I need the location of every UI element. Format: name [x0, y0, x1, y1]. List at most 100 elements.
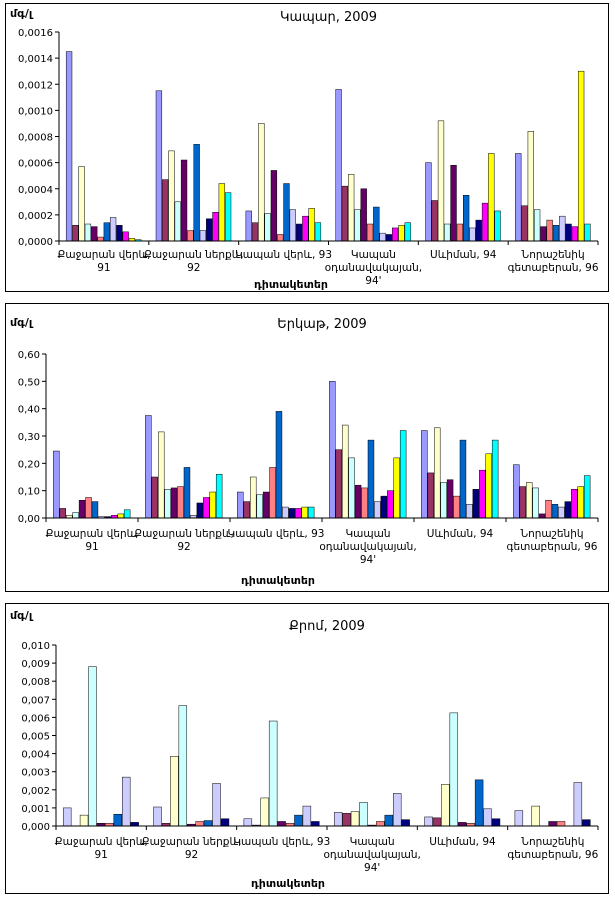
x-category-label: Կապան վերև, 93: [233, 836, 330, 848]
y-axis-label: մգ/լ: [10, 609, 34, 622]
bar: [168, 150, 175, 242]
bar: [84, 223, 92, 242]
bar: [546, 219, 553, 242]
bar: [427, 472, 434, 519]
bar: [295, 508, 302, 519]
bar: [366, 223, 374, 242]
bar: [515, 153, 522, 242]
bar: [53, 450, 60, 519]
bar: [481, 202, 489, 242]
y-tick-label: 0,20: [18, 459, 40, 470]
bar: [354, 209, 361, 242]
bar: [376, 821, 385, 827]
bar: [532, 487, 539, 519]
bar: [178, 705, 188, 827]
y-axis-label: մգ/լ: [10, 7, 34, 20]
x-category-label: Քաջարան ներքև,: [134, 528, 234, 540]
bar: [123, 509, 131, 519]
bar: [571, 489, 578, 519]
bar: [559, 215, 566, 242]
y-tick-label: 0,30: [18, 432, 40, 443]
bar: [359, 802, 368, 827]
y-tick-label: 0,010: [21, 641, 50, 652]
bar: [302, 805, 312, 827]
y-tick-label: 0,10: [18, 487, 40, 498]
bar: [180, 159, 188, 242]
bar: [449, 712, 459, 827]
bar: [342, 813, 351, 827]
bar: [360, 188, 367, 242]
bar: [440, 482, 447, 519]
bar: [206, 218, 213, 242]
bar: [348, 174, 355, 242]
bar: [224, 192, 232, 242]
bar: [97, 236, 104, 242]
y-tick-label: 0,0014: [18, 54, 53, 65]
bar: [78, 166, 85, 242]
x-category-label: 92: [177, 541, 190, 553]
bar: [527, 131, 534, 242]
bar: [531, 805, 540, 827]
bar: [91, 226, 98, 242]
x-category-label: Սևիման, 94: [429, 836, 496, 848]
bar: [237, 491, 244, 519]
bar: [155, 90, 163, 242]
y-tick-label: 0,009: [21, 659, 50, 670]
bar: [72, 512, 79, 519]
bar: [453, 495, 460, 519]
bar: [361, 487, 368, 519]
bar: [392, 793, 402, 827]
bar: [187, 230, 194, 242]
bar: [282, 506, 289, 519]
x-category-label: 94': [360, 554, 376, 566]
y-tick-label: 0,00: [18, 514, 40, 525]
bar: [456, 223, 463, 242]
bar: [564, 501, 572, 519]
y-tick-label: 0,008: [21, 677, 50, 688]
bar: [446, 479, 454, 519]
bar: [545, 499, 552, 519]
x-category-label: Կապան: [351, 249, 396, 261]
chart-title: Քրոմ, 2009: [289, 619, 365, 634]
bar: [494, 210, 501, 242]
bar: [122, 231, 129, 242]
y-tick-label: 0,60: [18, 350, 40, 361]
chart-panel-lead: Կապար, 2009 մգ/լ դիտակետեր 0,0000 0,0002 0,00…: [5, 3, 609, 292]
bar: [78, 499, 86, 519]
x-category-label: գետաբերան, 96: [508, 262, 599, 274]
bar: [540, 226, 547, 242]
bar: [153, 806, 162, 827]
y-tick-label: 0,0012: [18, 80, 53, 91]
bar: [474, 779, 484, 827]
bar: [288, 508, 296, 519]
bar: [177, 486, 184, 519]
x-category-label: Կապան վերև, 93: [235, 249, 332, 261]
bar: [472, 489, 480, 519]
bar: [220, 818, 230, 827]
bar: [308, 208, 315, 242]
y-tick-label: 0,0006: [18, 159, 53, 170]
bar: [333, 812, 343, 827]
bar: [450, 164, 457, 242]
x-axis-label: դիտակետեր: [241, 574, 315, 587]
y-tick-label: 0,007: [21, 695, 50, 706]
bar: [466, 504, 473, 519]
bar: [385, 234, 393, 242]
bar: [444, 223, 451, 242]
bar: [59, 508, 66, 519]
bar: [437, 120, 445, 242]
bar: [584, 223, 591, 242]
x-category-label: Քաջարան վերև,: [46, 528, 139, 540]
bar: [289, 209, 296, 242]
x-category-label: Կապան վերև, 93: [228, 528, 325, 540]
bar: [103, 222, 110, 242]
y-tick-label: 0,003: [21, 768, 50, 779]
bar: [404, 222, 411, 242]
bar: [341, 424, 349, 519]
y-tick-label: 0,004: [21, 750, 50, 761]
x-category-label: գետաբերան, 96: [507, 541, 598, 553]
bar: [295, 223, 303, 242]
y-tick-label: 0,0002: [18, 211, 53, 222]
bar: [117, 513, 124, 519]
bar: [384, 814, 393, 827]
